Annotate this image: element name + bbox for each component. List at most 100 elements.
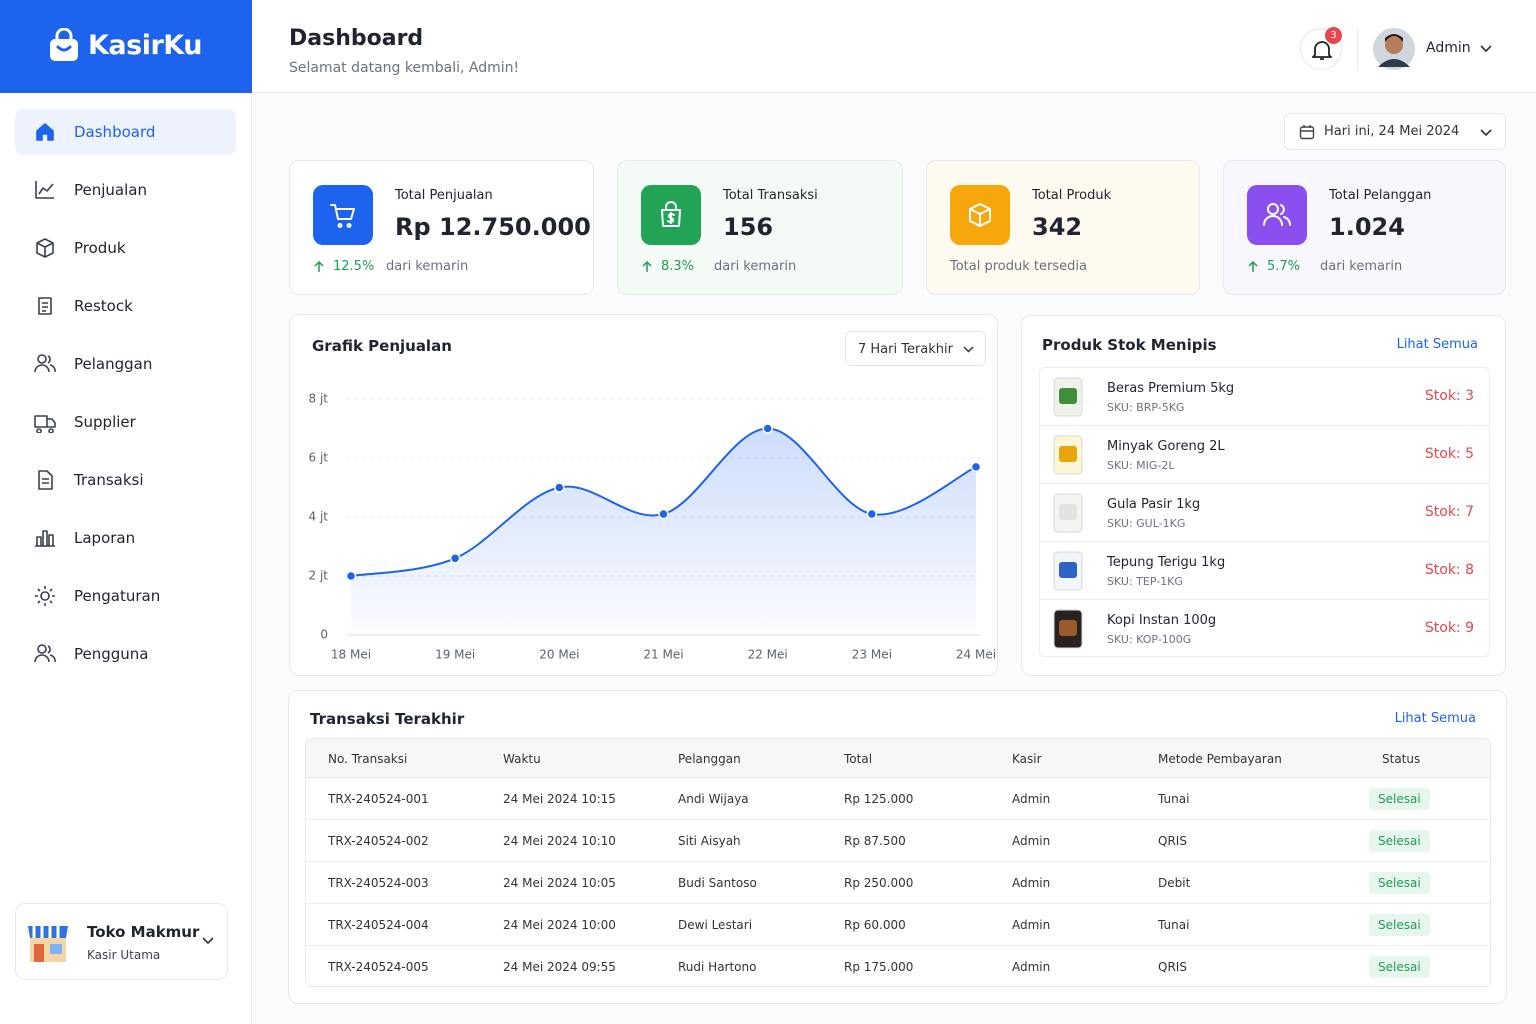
area (351, 428, 976, 635)
x-tick-label: 22 Mei (748, 648, 788, 662)
stat-card: Total Pelanggan 1.024 5.7% dari kemarin (1223, 160, 1506, 295)
table-cell: Budi Santoso (678, 876, 757, 890)
table-cell: Dewi Lestari (678, 918, 753, 932)
period-label: 7 Hari Terakhir (858, 342, 953, 357)
store-name: Toko Makmur (87, 923, 200, 941)
stock-count: Stok: 8 (1424, 562, 1474, 578)
table-cell: Rp 125.000 (844, 792, 914, 806)
notification-button[interactable]: 3 (1300, 27, 1342, 70)
x-tick-label: 18 Mei (331, 648, 371, 662)
package-label (1059, 446, 1077, 462)
table-cell: Rp 87.500 (844, 834, 906, 848)
stat-note: dari kemarin (1320, 259, 1403, 274)
x-tick-label: 24 Mei (956, 648, 996, 662)
nav-label: Transaksi (74, 471, 144, 489)
table-cell: TRX-240524-001 (328, 792, 429, 806)
table-cell: TRX-240524-005 (328, 960, 429, 974)
stock-count: Stok: 5 (1424, 446, 1474, 462)
up-arrow (314, 260, 324, 272)
stat-label: Total Pelanggan (1329, 188, 1432, 203)
table-cell: Admin (1012, 918, 1051, 932)
icon-shape (661, 201, 681, 227)
brand[interactable]: KasirKu (0, 0, 252, 93)
stat-change: 8.3% (661, 259, 695, 274)
icon-shape (1263, 203, 1291, 226)
period-select[interactable]: 7 Hari Terakhir (845, 331, 986, 366)
product-name: Gula Pasir 1kg (1107, 497, 1201, 512)
calendar-icon (1299, 125, 1315, 140)
y-tick-label: 0 (320, 628, 328, 642)
point (449, 553, 461, 564)
nav-label: Restock (74, 297, 133, 315)
page-title: Dashboard (289, 26, 424, 51)
stat-change: 12.5% (333, 259, 375, 274)
nav-item[interactable]: Pengaturan (15, 573, 236, 619)
table-cell: Siti Aisyah (678, 834, 741, 848)
nav-item[interactable]: Supplier (15, 399, 236, 445)
stock-row: Beras Premium 5kg SKU: BRP-5KG Stok: 3 (1040, 368, 1489, 426)
column-header: Status (1382, 752, 1421, 766)
nav-item[interactable]: Restock (15, 283, 236, 329)
nav-item[interactable]: Laporan (15, 515, 236, 561)
table-cell: 24 Mei 2024 10:00 (503, 918, 616, 932)
table-cell: Andi Wijaya (678, 792, 749, 806)
stat-label: Total Produk (1032, 188, 1112, 203)
see-all-link[interactable]: Lihat Semua (1394, 711, 1476, 726)
store-icon (28, 926, 68, 962)
stat-note: Total produk tersedia (950, 259, 1087, 274)
nav-label: Supplier (74, 413, 136, 431)
column-header: Waktu (503, 752, 541, 766)
nav-label: Pengguna (74, 645, 149, 663)
stat-note: dari kemarin (386, 259, 469, 274)
nav-icon (36, 123, 54, 141)
header: Dashboard Selamat datang kembali, Admin!… (252, 0, 1536, 93)
table-cell: 24 Mei 2024 10:10 (503, 834, 616, 848)
table-row: TRX-240524-004 24 Mei 2024 10:00 Dewi Lest… (306, 904, 1490, 946)
table-cell: Debit (1158, 876, 1191, 890)
nav-label: Produk (74, 239, 126, 257)
card-title: Produk Stok Menipis (1042, 336, 1217, 354)
icon-shape (36, 123, 54, 141)
column-header: Metode Pembayaran (1158, 752, 1282, 766)
icon-bg (1247, 185, 1307, 245)
point (658, 508, 669, 520)
nav-item[interactable]: Pengguna (15, 631, 236, 677)
product-sku: SKU: MIG-2L (1107, 459, 1175, 472)
nav-item[interactable]: Pelanggan (15, 341, 236, 387)
nav-item[interactable]: Dashboard (15, 109, 236, 155)
nav-icon (34, 415, 56, 433)
see-all-link[interactable]: Lihat Semua (1396, 337, 1478, 352)
date-filter[interactable]: Hari ini, 24 Mei 2024 (1284, 113, 1506, 150)
y-tick-label: 8 jt (309, 392, 329, 406)
stat-icon (641, 185, 701, 245)
nav-icon (35, 181, 54, 199)
store-switcher[interactable]: Toko Makmur Kasir Utama (15, 903, 228, 980)
nav-icon (34, 644, 56, 663)
card-title: Transaksi Terakhir (310, 710, 465, 728)
status-badge: Selesai (1369, 872, 1430, 894)
transactions-table: No. Transaksi Waktu Pelanggan Total Kasir Met… (305, 738, 1491, 987)
card-title: Grafik Penjualan (312, 337, 452, 355)
table-cell: Admin (1012, 792, 1051, 806)
point (762, 423, 773, 434)
product-image (1053, 435, 1083, 475)
table-cell: Admin (1012, 834, 1051, 848)
column-header: Pelanggan (678, 752, 741, 766)
status-badge: Selesai (1369, 956, 1430, 978)
column-header: Kasir (1012, 752, 1042, 766)
icon-shape (34, 354, 56, 373)
nav-item[interactable]: Transaksi (15, 457, 236, 503)
sidebar: KasirKu Dashboard Penjualan Produk Restock P… (0, 0, 252, 1024)
table-row: TRX-240524-001 24 Mei 2024 10:15 Andi Wija… (306, 778, 1490, 820)
nav-item[interactable]: Penjualan (15, 167, 236, 213)
stat-label: Total Penjualan (395, 188, 493, 203)
package-label (1059, 388, 1077, 404)
nav-label: Pengaturan (74, 587, 161, 605)
x-tick-label: 19 Mei (435, 648, 475, 662)
user-menu[interactable]: Admin (1372, 27, 1536, 71)
nav-item[interactable]: Produk (15, 225, 236, 271)
table-row: TRX-240524-002 24 Mei 2024 10:10 Siti Aisy… (306, 820, 1490, 862)
page-subtitle: Selamat datang kembali, Admin! (289, 60, 520, 76)
stat-value: 1.024 (1329, 213, 1405, 241)
status-badge: Selesai (1369, 830, 1430, 852)
